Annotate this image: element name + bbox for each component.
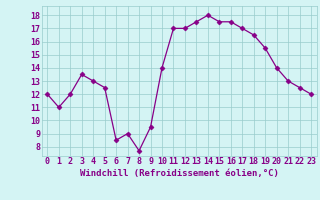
X-axis label: Windchill (Refroidissement éolien,°C): Windchill (Refroidissement éolien,°C) [80,169,279,178]
